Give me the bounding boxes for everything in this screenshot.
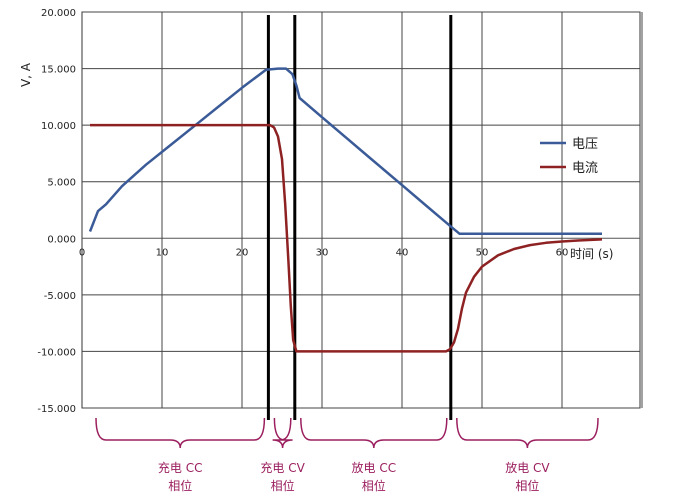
phase-label-line2: 相位: [362, 478, 386, 493]
series-line-1: [88, 67, 602, 236]
y-tick-label: -5.000: [44, 291, 76, 302]
phase-label-line1: 放电 CC: [352, 460, 397, 475]
y-tick-label: 10.000: [41, 121, 76, 132]
phase-brace: [272, 417, 293, 449]
plot-frame: [81, 11, 641, 409]
phase-brace: [300, 417, 448, 449]
x-tick-labels: 0 10 20 30 40 50 60: [79, 247, 569, 258]
phase-boundaries: [266, 15, 453, 420]
phase-label-line2: 相位: [271, 478, 295, 493]
phase-braces: 充电 CC 相位 充电 CV 相位 放电 CC 相位 放电 CV 相位: [95, 417, 599, 493]
phase-label-line2: 相位: [515, 478, 539, 493]
phase-brace: [95, 417, 266, 449]
x-tick-label: 10: [156, 247, 169, 258]
x-tick-label: 0: [79, 247, 85, 258]
y-tick-label: 20.000: [41, 8, 76, 19]
x-axis-label: 时间 (s): [570, 247, 613, 261]
series-lines: [88, 67, 603, 353]
legend-label: 电流: [572, 161, 598, 176]
y-tick-label: -15.000: [37, 404, 76, 415]
y-tick-label: -10.000: [37, 347, 76, 358]
x-tick-label: 60: [556, 247, 569, 258]
x-tick-label: 30: [316, 247, 329, 258]
x-tick-label: 20: [236, 247, 249, 258]
phase-label-line2: 相位: [168, 478, 192, 493]
phase-label-line1: 放电 CV: [505, 460, 550, 475]
phase-label-line1: 充电 CV: [260, 460, 305, 475]
y-tick-label: 0.000: [47, 234, 76, 245]
x-tick-label: 40: [396, 247, 409, 258]
x-tick-label: 50: [476, 247, 489, 258]
y-tick-labels: 20.000 15.000 10.000 5.000 0.000 -5.000 -10.00…: [37, 8, 76, 415]
grid: [81, 11, 643, 409]
legend-label: 电压: [572, 137, 598, 152]
y-tick-label: 5.000: [47, 178, 76, 189]
phase-brace: [456, 417, 599, 449]
y-tick-label: 15.000: [41, 65, 76, 76]
series-line-2: [90, 123, 603, 353]
y-axis-label: V, A: [19, 62, 33, 87]
phase-label-line1: 充电 CC: [158, 460, 203, 475]
